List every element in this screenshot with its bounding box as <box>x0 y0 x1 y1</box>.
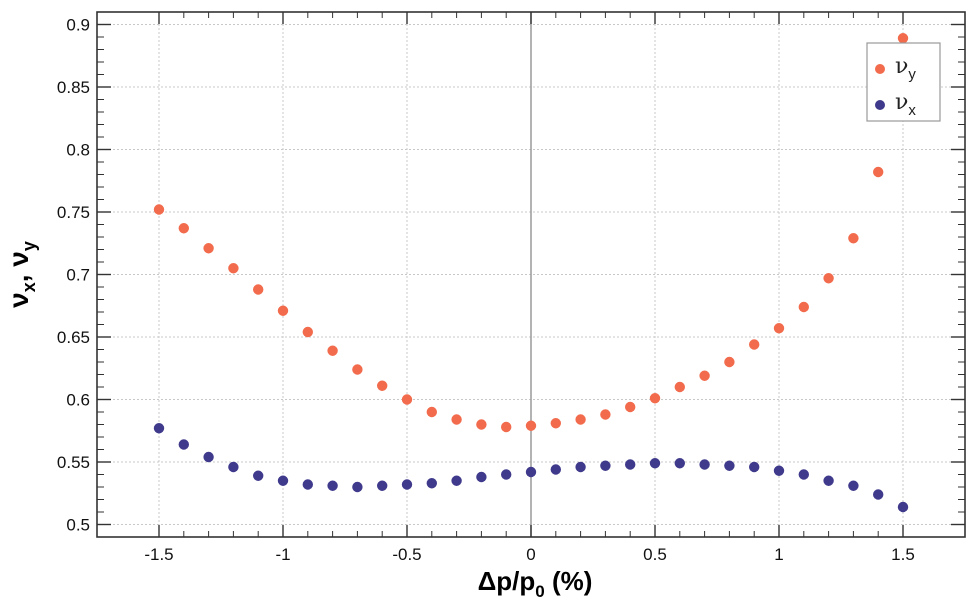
data-point <box>277 475 289 486</box>
data-point <box>575 461 586 473</box>
y-tick-label: 0.85 <box>57 78 90 97</box>
data-point <box>451 475 462 486</box>
data-point <box>600 409 611 420</box>
data-point <box>253 284 264 295</box>
data-point <box>426 478 437 489</box>
series-nu-y <box>153 33 909 433</box>
data-point <box>848 480 859 491</box>
data-point <box>228 263 239 274</box>
y-axis-label: νx, νy <box>3 241 39 308</box>
data-point <box>600 460 611 471</box>
legend-label-nu-y: νy <box>895 54 916 83</box>
data-point <box>501 421 512 433</box>
data-point <box>674 381 685 393</box>
data-point <box>773 465 785 476</box>
data-point <box>649 393 661 404</box>
data-point <box>203 243 214 254</box>
data-point <box>823 273 834 284</box>
data-point <box>501 469 512 480</box>
data-point <box>178 439 189 450</box>
data-point <box>203 451 214 463</box>
data-point <box>352 481 363 493</box>
x-tick-label: 0.5 <box>643 545 667 564</box>
x-tick-label: 0 <box>526 545 535 564</box>
y-tick-label: 0.65 <box>57 328 90 347</box>
data-point <box>798 301 809 313</box>
y-tick-label: 0.9 <box>66 16 90 35</box>
data-point <box>525 466 537 478</box>
data-point <box>327 345 338 356</box>
data-point <box>625 401 636 413</box>
data-point <box>228 461 239 473</box>
data-point <box>873 166 884 178</box>
data-point <box>352 364 363 375</box>
x-tick-label: 1.5 <box>891 545 915 564</box>
legend-label-nu-x: νx <box>895 90 916 119</box>
data-point <box>153 204 165 215</box>
data-point <box>178 223 189 234</box>
data-point <box>649 458 661 469</box>
data-point <box>773 323 785 334</box>
data-point <box>575 414 586 425</box>
y-tick-label: 0.7 <box>66 266 90 285</box>
data-point <box>798 469 809 480</box>
data-point <box>253 470 264 481</box>
data-point <box>476 471 487 483</box>
x-tick-label: 1 <box>774 545 783 564</box>
tick-labels: -1.5 -1 -0.5 0 0.5 1 1.5 0.5 0.55 0.6 0.65 0.7 0.75 0… <box>57 16 915 565</box>
data-point <box>302 326 313 338</box>
y-tick-label: 0.8 <box>66 141 90 160</box>
series-nu-x <box>153 423 909 513</box>
data-point <box>674 458 685 469</box>
y-tick-label: 0.55 <box>57 453 90 472</box>
data-point <box>426 406 437 418</box>
data-point <box>823 475 834 486</box>
data-point <box>550 464 561 475</box>
data-point <box>153 423 165 434</box>
axis-ticks <box>97 12 965 537</box>
data-point <box>525 420 537 431</box>
legend-marker-nu-x <box>875 100 885 110</box>
data-point <box>724 356 735 368</box>
y-tick-label: 0.6 <box>66 391 90 410</box>
legend: νy νx <box>866 42 941 122</box>
data-point <box>625 459 636 470</box>
data-point <box>377 480 388 491</box>
data-point <box>451 414 462 425</box>
data-point <box>699 459 710 470</box>
x-axis-label: Δp/p0 (%) <box>478 566 593 601</box>
data-point <box>550 418 561 429</box>
legend-marker-nu-y <box>875 64 885 74</box>
data-points <box>153 33 909 513</box>
data-point <box>749 339 760 350</box>
data-point <box>476 419 487 430</box>
data-point <box>401 394 413 405</box>
x-tick-label: -1 <box>275 545 290 564</box>
data-point <box>873 489 884 500</box>
data-point <box>699 370 710 381</box>
data-point <box>302 479 313 490</box>
y-tick-label: 0.75 <box>57 203 90 222</box>
x-tick-label: -0.5 <box>392 545 421 564</box>
data-point <box>377 380 388 391</box>
data-point <box>277 305 289 316</box>
data-point <box>897 33 909 44</box>
data-point <box>749 461 760 473</box>
data-point <box>724 460 735 471</box>
data-point <box>848 233 859 244</box>
data-point <box>327 480 338 491</box>
x-tick-label: -1.5 <box>144 545 173 564</box>
data-point <box>897 501 909 513</box>
data-point <box>401 479 413 490</box>
y-tick-label: 0.5 <box>66 516 90 535</box>
